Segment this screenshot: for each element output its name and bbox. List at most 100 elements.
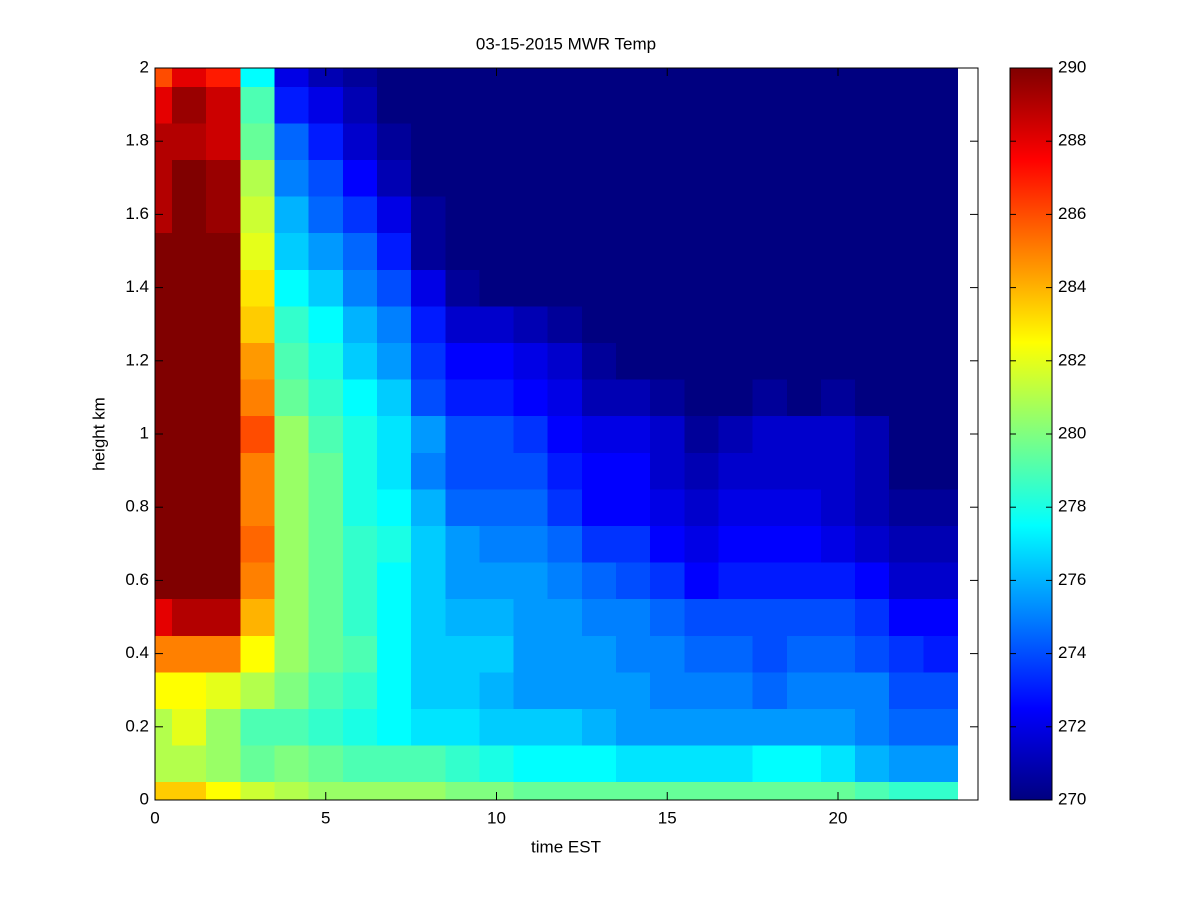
heatmap-cell xyxy=(581,68,617,87)
heatmap-cell xyxy=(274,671,310,709)
heatmap-cell xyxy=(308,68,344,87)
heatmap-cell xyxy=(616,379,651,417)
heatmap-cell xyxy=(342,452,378,490)
heatmap-cell xyxy=(616,598,651,636)
heatmap-cell xyxy=(786,488,822,526)
heatmap-cell xyxy=(786,342,822,380)
heatmap-cell xyxy=(274,488,310,526)
heatmap-cell xyxy=(923,269,959,307)
heatmap-cell xyxy=(923,68,959,87)
heatmap-cell xyxy=(513,86,549,124)
heatmap-cell xyxy=(479,671,515,709)
heatmap-cell xyxy=(855,159,890,197)
heatmap-cell xyxy=(479,781,515,801)
heatmap-cell xyxy=(581,635,617,673)
heatmap-cell xyxy=(718,379,754,417)
heatmap-cell xyxy=(479,525,515,563)
heatmap-cell xyxy=(855,122,890,160)
heatmap-cell xyxy=(513,232,549,270)
heatmap-cell xyxy=(581,196,617,234)
heatmap-cell xyxy=(820,159,856,197)
heatmap-cell xyxy=(718,708,754,746)
heatmap-cell xyxy=(684,635,719,673)
heatmap-cell xyxy=(820,379,856,417)
heatmap-cell xyxy=(445,86,480,124)
heatmap-cell xyxy=(752,122,788,160)
heatmap-cell xyxy=(172,68,207,87)
heatmap-cell xyxy=(240,122,276,160)
heatmap-cell xyxy=(650,525,685,563)
heatmap-cell xyxy=(411,488,446,526)
heatmap-cell xyxy=(889,562,924,600)
heatmap-cell xyxy=(445,305,480,343)
heatmap-cell xyxy=(855,781,890,801)
heatmap-cell xyxy=(855,86,890,124)
heatmap-cell xyxy=(616,525,651,563)
heatmap-cell xyxy=(718,598,754,636)
heatmap-cell xyxy=(786,452,822,490)
heatmap-cell xyxy=(274,269,310,307)
x-tick-label: 20 xyxy=(829,808,848,827)
heatmap-cell xyxy=(616,671,651,709)
heatmap-cell xyxy=(855,745,890,783)
colorbar-tick-label: 290 xyxy=(1058,57,1086,76)
heatmap-cell xyxy=(445,68,480,87)
heatmap-cell xyxy=(650,415,685,453)
heatmap-cell xyxy=(820,68,856,87)
heatmap-cell xyxy=(855,671,890,709)
heatmap-cell xyxy=(581,781,617,801)
heatmap-cell xyxy=(889,415,924,453)
heatmap-cell xyxy=(155,379,173,417)
heatmap-cell xyxy=(581,452,617,490)
heatmap-cell xyxy=(650,305,685,343)
heatmap-cell xyxy=(889,708,924,746)
heatmap-cell xyxy=(411,305,446,343)
heatmap-cell xyxy=(752,635,788,673)
heatmap-cell xyxy=(855,379,890,417)
heatmap-cell xyxy=(240,635,276,673)
heatmap-cell xyxy=(172,159,207,197)
y-tick-label: 0.6 xyxy=(125,570,149,589)
heatmap-cell xyxy=(889,379,924,417)
heatmap-cell xyxy=(616,86,651,124)
y-tick-label: 1 xyxy=(140,423,149,442)
heatmap-cell xyxy=(172,598,207,636)
heatmap-cell xyxy=(513,598,549,636)
heatmap-cell xyxy=(547,159,583,197)
heatmap-cell xyxy=(752,196,788,234)
heatmap-cell xyxy=(240,86,276,124)
heatmap-cell xyxy=(411,745,446,783)
heatmap-cell xyxy=(445,452,480,490)
heatmap-cell xyxy=(616,122,651,160)
heatmap-cell xyxy=(820,305,856,343)
heatmap-cell xyxy=(684,68,719,87)
heatmap-cell xyxy=(479,269,515,307)
heatmap-cell xyxy=(650,232,685,270)
heatmap-cell xyxy=(650,196,685,234)
heatmap-cell xyxy=(616,635,651,673)
heatmap-cell xyxy=(616,745,651,783)
heatmap-cell xyxy=(855,415,890,453)
heatmap-cell xyxy=(718,488,754,526)
heatmap-cell xyxy=(684,86,719,124)
heatmap-cell xyxy=(411,415,446,453)
heatmap-cell xyxy=(206,415,241,453)
heatmap-cell xyxy=(240,562,276,600)
heatmap-cell xyxy=(342,415,378,453)
heatmap-cell xyxy=(411,68,446,87)
y-tick-label: 0.8 xyxy=(125,497,149,516)
heatmap-cell xyxy=(616,415,651,453)
heatmap-cell xyxy=(650,781,685,801)
heatmap-cell xyxy=(342,159,378,197)
heatmap-cell xyxy=(376,562,412,600)
x-tick-label: 10 xyxy=(487,808,506,827)
heatmap-cell xyxy=(240,305,276,343)
heatmap-cell xyxy=(752,379,788,417)
heatmap-cell xyxy=(274,68,310,87)
heatmap-cell xyxy=(820,342,856,380)
heatmap-cell xyxy=(206,562,241,600)
heatmap-cell xyxy=(376,196,412,234)
heatmap-cell xyxy=(820,781,856,801)
heatmap-cell xyxy=(308,562,344,600)
heatmap-cell xyxy=(923,745,959,783)
